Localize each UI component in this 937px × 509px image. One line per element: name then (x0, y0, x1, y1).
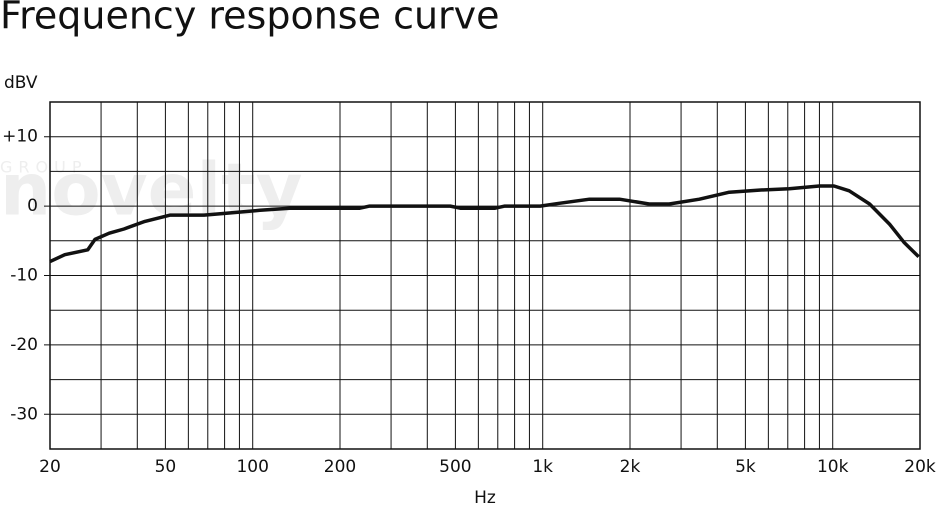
y-axis-label: dBV (4, 73, 38, 93)
plot-frame (49, 101, 921, 450)
x-tick-label: 500 (439, 457, 471, 477)
y-tick-label: -20 (10, 335, 38, 355)
x-tick-label: 50 (155, 457, 177, 477)
y-tick-label: -10 (10, 266, 38, 286)
x-tick-label: 20k (904, 457, 936, 477)
y-tick-label: -30 (10, 404, 38, 424)
x-tick-label: 20 (39, 457, 61, 477)
x-tick-label: 1k (532, 457, 553, 477)
y-tick-label: 0 (27, 196, 38, 216)
x-tick-label: 100 (236, 457, 268, 477)
x-tick-label: 5k (735, 457, 756, 477)
watermark-sub: GROUP (0, 158, 87, 177)
x-tick-label: 2k (620, 457, 641, 477)
x-tick-label: 10k (817, 457, 849, 477)
x-axis-label: Hz (474, 488, 496, 508)
y-tick-label: +10 (2, 127, 38, 147)
x-tick-label: 200 (324, 457, 356, 477)
chart-title: Frequency response curve (0, 0, 500, 38)
response-curve (49, 184, 920, 264)
